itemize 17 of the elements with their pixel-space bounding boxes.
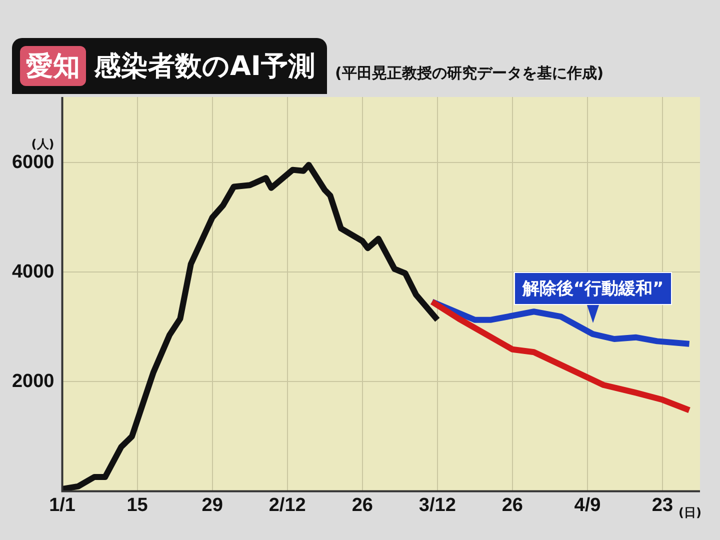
x-axis-title: (日): [678, 505, 702, 520]
chart-title: 愛知 感染者数のAI予測: [25, 50, 315, 84]
x-tick-label: 26: [502, 494, 523, 516]
y-tick-label: 4000: [12, 261, 54, 282]
y-tick-label: 6000: [12, 152, 54, 173]
x-tick-label: 29: [202, 494, 223, 516]
y-axis-title: (人): [31, 136, 54, 151]
x-tick-label: 4/9: [574, 494, 601, 516]
x-tick-label: 3/12: [418, 494, 456, 516]
x-tick-label: 26: [352, 494, 373, 516]
x-tick-label: 1/1: [49, 494, 76, 516]
x-tick-label: 23: [652, 494, 674, 516]
x-tick-label: 15: [126, 494, 148, 516]
y-tick-label: 2000: [12, 370, 54, 392]
series-label: 解除後“行動緩和”: [514, 272, 672, 306]
x-tick-label: 2/12: [268, 494, 306, 516]
chart-subtitle: (平田晃正教授の研究データを基に作成): [334, 64, 604, 82]
